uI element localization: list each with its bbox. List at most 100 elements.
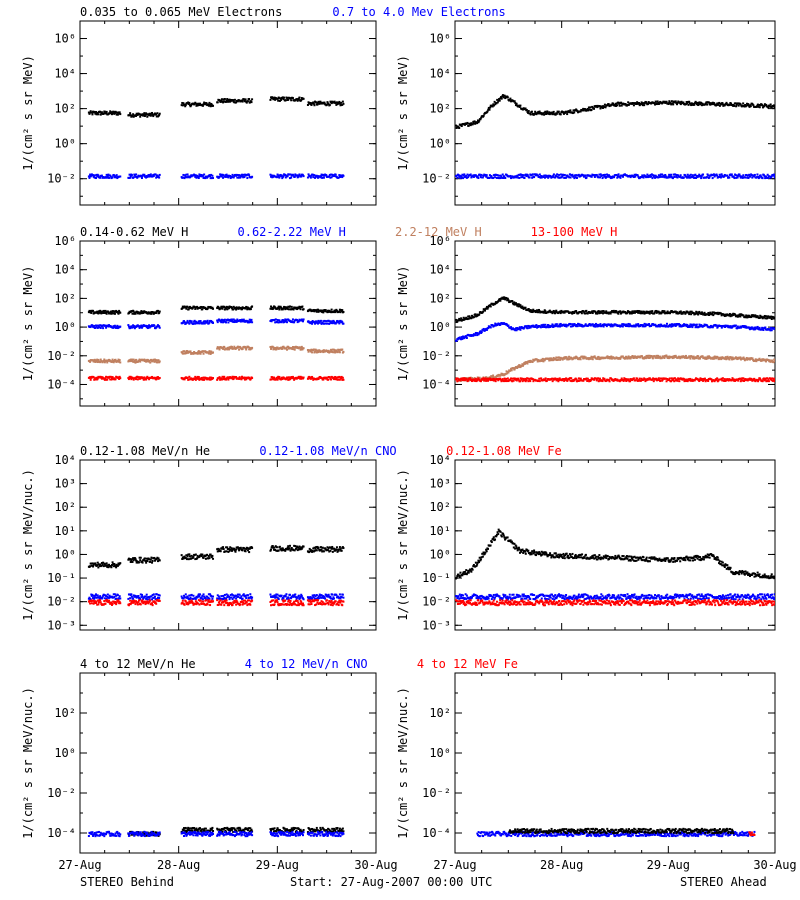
- data-point: [754, 359, 757, 362]
- data-point: [696, 101, 699, 104]
- data-point: [233, 98, 236, 101]
- data-point: [233, 319, 236, 322]
- data-point: [139, 377, 142, 380]
- data-point: [501, 95, 504, 98]
- series-1: [455, 322, 775, 342]
- data-point: [735, 105, 738, 108]
- data-point: [638, 310, 641, 313]
- data-point: [547, 176, 550, 179]
- data-point: [670, 323, 673, 326]
- data-point: [619, 325, 622, 328]
- data-point: [627, 355, 630, 358]
- data-point: [488, 378, 491, 381]
- data-point: [90, 311, 93, 314]
- data-point: [209, 352, 212, 355]
- data-point: [94, 359, 97, 362]
- data-point: [713, 102, 716, 105]
- data-point: [501, 176, 504, 179]
- data-point: [239, 176, 242, 179]
- data-point: [611, 310, 614, 313]
- data-point: [278, 319, 281, 322]
- data-point: [728, 314, 731, 317]
- data-point: [93, 358, 96, 361]
- data-point: [574, 174, 577, 177]
- data-point: [723, 324, 726, 327]
- data-point: [94, 324, 97, 327]
- data-point: [218, 348, 221, 351]
- data-point: [195, 104, 198, 107]
- data-point: [101, 324, 104, 327]
- data-point: [575, 176, 578, 179]
- data-point: [519, 304, 522, 307]
- data-point: [766, 176, 769, 179]
- data-point: [510, 369, 513, 372]
- data-point: [745, 173, 748, 176]
- data-point: [737, 104, 740, 107]
- data-point: [337, 102, 340, 105]
- data-point: [728, 358, 731, 361]
- data-point: [479, 176, 482, 179]
- data-point: [739, 176, 742, 179]
- data-point: [468, 315, 471, 318]
- data-point: [311, 377, 314, 380]
- data-point: [610, 103, 613, 106]
- data-point: [316, 103, 319, 106]
- data-point: [201, 350, 204, 353]
- data-point: [562, 310, 565, 313]
- data-point: [459, 319, 462, 322]
- data-point: [694, 326, 697, 329]
- data-point: [546, 110, 549, 113]
- data-point: [218, 175, 221, 178]
- data-point: [541, 325, 544, 328]
- data-point: [768, 328, 771, 331]
- data-point: [273, 377, 276, 380]
- data-point: [568, 111, 571, 114]
- data-point: [132, 113, 135, 116]
- data-point: [138, 360, 141, 363]
- data-point: [480, 173, 483, 176]
- data-point: [158, 376, 161, 379]
- data-point: [326, 311, 329, 314]
- data-point: [185, 349, 188, 352]
- data-point: [287, 308, 290, 311]
- data-point: [600, 106, 603, 109]
- data-point: [110, 360, 113, 363]
- data-point: [481, 176, 484, 179]
- data-point: [216, 321, 219, 324]
- data-point: [571, 173, 574, 176]
- data-point: [584, 108, 587, 111]
- data-point: [684, 323, 687, 326]
- data-point: [656, 100, 659, 103]
- data-point: [236, 100, 239, 103]
- data-point: [300, 99, 303, 102]
- data-point: [652, 175, 655, 178]
- data-point: [338, 175, 341, 178]
- data-point: [502, 373, 505, 376]
- data-point: [537, 379, 540, 382]
- data-point: [540, 377, 543, 380]
- data-point: [523, 177, 526, 180]
- data-point: [492, 377, 495, 380]
- data-point: [241, 308, 244, 311]
- data-point: [593, 174, 596, 177]
- data-point: [621, 325, 624, 328]
- data-point: [145, 324, 148, 327]
- data-point: [458, 174, 461, 177]
- data-point: [241, 99, 244, 102]
- data-point: [145, 176, 148, 179]
- data-point: [568, 355, 571, 358]
- data-point: [642, 102, 645, 105]
- data-point: [729, 102, 732, 105]
- data-point: [128, 114, 131, 117]
- data-point: [131, 358, 134, 361]
- data-point: [644, 357, 647, 360]
- data-point: [530, 174, 533, 177]
- data-point: [88, 176, 91, 179]
- data-point: [299, 308, 302, 311]
- data-point: [312, 102, 315, 105]
- data-point: [287, 376, 290, 379]
- data-point: [207, 104, 210, 107]
- data-point: [222, 98, 225, 101]
- data-point: [113, 325, 116, 328]
